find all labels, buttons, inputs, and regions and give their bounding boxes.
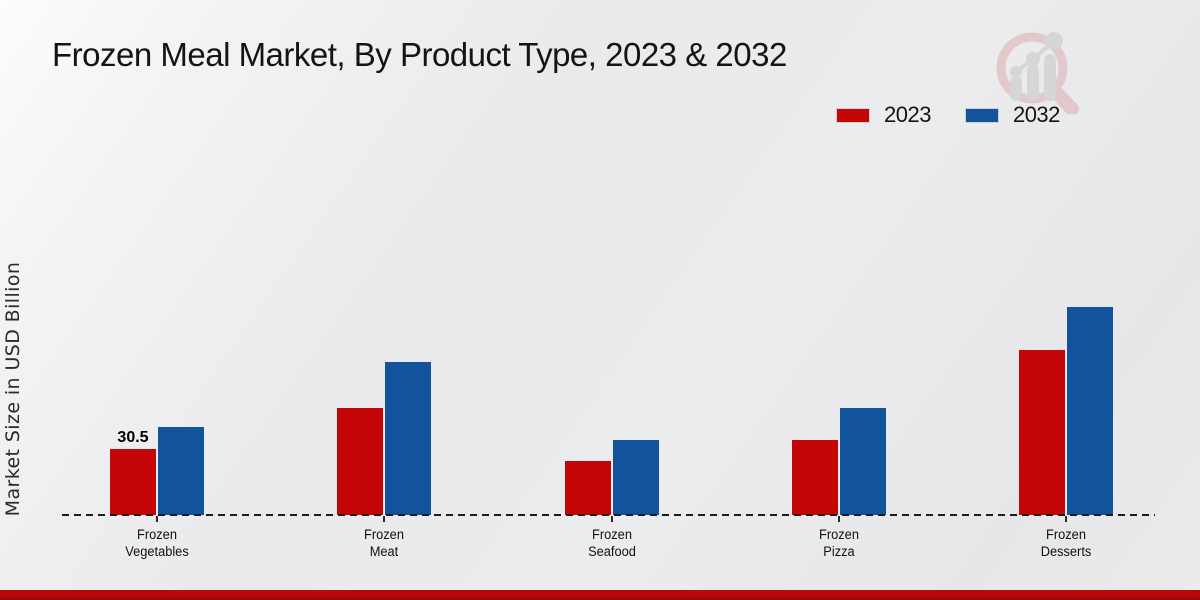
bar-2023-frozen-desserts: [1019, 350, 1065, 515]
bar-2032-frozen-vegetables: [158, 427, 204, 515]
bar-2023-frozen-seafood: [564, 461, 611, 515]
x-axis-tick: [837, 516, 840, 522]
bar-2023-frozen-vegetables: [110, 449, 156, 515]
bar-2023-frozen-pizza: [791, 440, 838, 515]
legend-swatch-2023: [836, 107, 870, 123]
legend-item-2023: 2023: [836, 102, 931, 128]
category-label-frozen-desserts: Frozen Desserts: [1040, 527, 1092, 559]
bar-value-label: 30.5: [117, 429, 149, 446]
legend-swatch-2032: [964, 107, 999, 123]
category-label-frozen-pizza: Frozen Pizza: [818, 527, 859, 559]
chart-title: Frozen Meal Market, By Product Type, 202…: [52, 36, 787, 73]
bar-2032-frozen-meat: [385, 362, 432, 515]
legend-label: 2032: [1012, 102, 1060, 127]
legend: 2023 2032: [836, 102, 1060, 128]
x-axis-tick: [610, 516, 613, 522]
x-axis-tick: [156, 516, 158, 522]
brand-logo-svg: [996, 32, 1079, 116]
magnifier-bar-chart-logo-icon: [988, 24, 1080, 116]
bar-2032-frozen-pizza: [839, 408, 886, 515]
category-label-frozen-seafood: Frozen Seafood: [587, 527, 636, 559]
legend-item-2032: 2032: [964, 102, 1060, 128]
x-axis-tick: [1065, 516, 1067, 522]
legend-label: 2023: [884, 102, 931, 127]
category-label-frozen-meat: Frozen Meat: [364, 527, 405, 559]
x-axis-tick: [383, 516, 386, 522]
bar-2032-frozen-seafood: [612, 440, 659, 515]
category-label-frozen-vegetables: Frozen Vegetables: [125, 527, 189, 559]
bar-2032-frozen-desserts: [1067, 307, 1113, 515]
x-axis-baseline: [62, 514, 1155, 516]
bar-2023-frozen-meat: [337, 408, 384, 515]
footer-bar: [0, 590, 1200, 600]
